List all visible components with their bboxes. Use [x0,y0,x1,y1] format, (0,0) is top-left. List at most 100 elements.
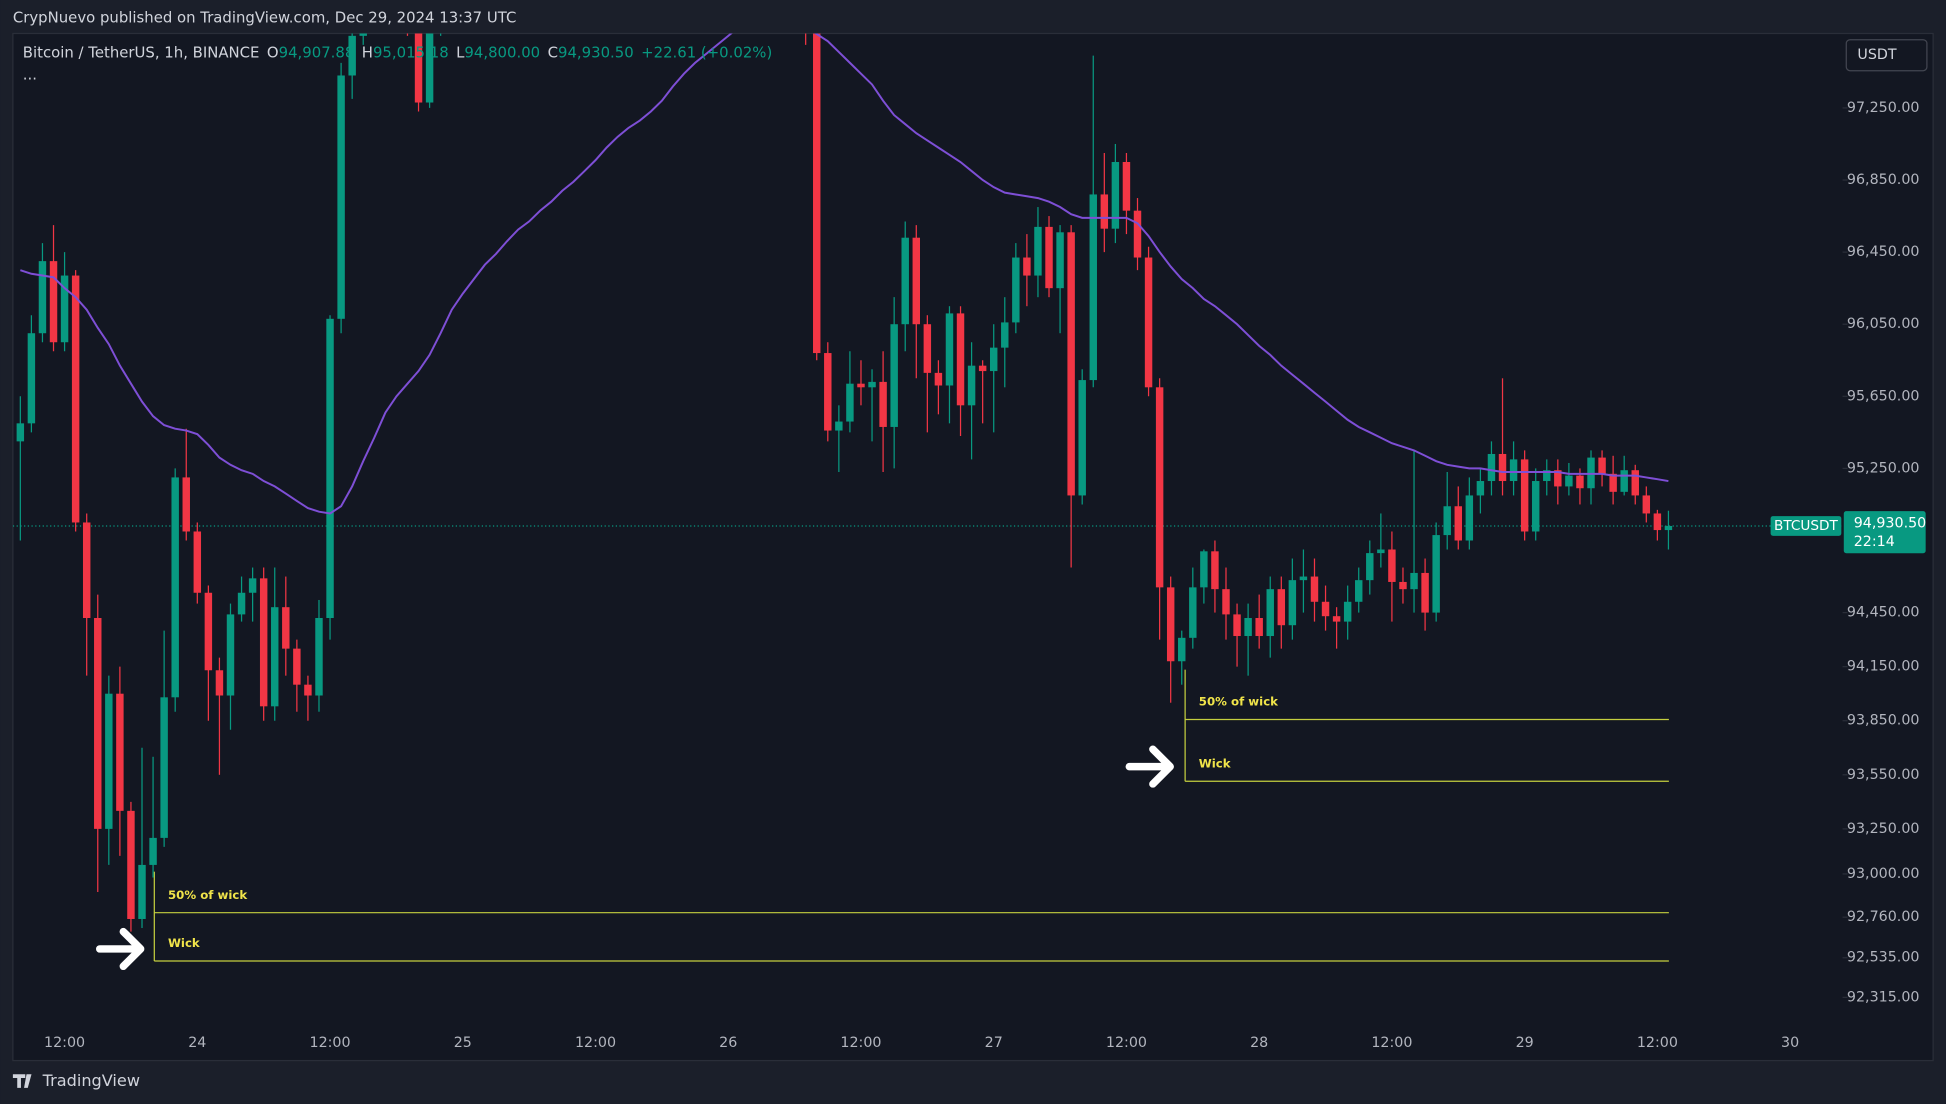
candle-body [1620,470,1628,492]
candle-body [1310,576,1319,602]
candle-body [71,275,80,523]
candle-body [182,477,190,532]
countdown: 22:14 [1854,534,1895,550]
candle-body [967,365,976,406]
candle-body [1089,194,1097,381]
candle-body [226,614,235,696]
candle-body [304,684,312,696]
candle-body [337,75,345,319]
drawing-label: Wick [168,936,201,950]
candle-body [934,372,943,386]
ohlc-key: O [267,43,279,61]
candle-body [359,33,367,36]
candle-body [1078,380,1086,496]
candle-body [1166,587,1175,662]
candle-body [1498,453,1507,482]
candle-body [1321,601,1330,617]
candle-body [1155,387,1164,588]
candle-body [1178,637,1186,662]
candle-body [1443,506,1451,536]
candle-body [204,592,213,671]
candle-body [868,381,876,388]
candle-body [116,693,124,811]
arrow [96,927,145,971]
candle-body [1255,617,1263,637]
candle-body [1664,525,1673,531]
candle-body [1410,572,1418,590]
y-tick-label: 97,250.00 [1847,100,1920,116]
candle-body [1332,616,1341,622]
x-tick-label: 24 [188,1035,206,1051]
y-tick-label: 94,150.00 [1847,659,1920,675]
candle-body [38,261,47,334]
candle-body [160,697,168,838]
candle-body [1233,614,1241,637]
candle-body [1023,257,1031,276]
last-price-tag-bg [1843,511,1926,554]
candle-body [149,837,157,865]
change: +22.61 (+0.02%) [641,43,772,61]
x-tick-label: 12:00 [575,1035,616,1051]
logo [12,1074,32,1088]
candle-body [259,578,268,707]
candle-body [326,318,334,618]
y-tick-label: 92,535.00 [1847,950,1920,966]
x-tick-label: 28 [1250,1035,1268,1051]
candle-body [315,617,323,696]
candle-body [813,33,821,354]
candle-body [1111,162,1120,229]
candle-body [1598,457,1606,474]
y-tick-label: 96,050.00 [1847,316,1920,332]
candle-body [1432,535,1440,613]
candle-body [425,33,434,103]
candle-body [1576,475,1584,489]
ohlc-value: 94,930.50 [558,43,634,61]
candle-body [945,313,954,386]
symbol-tag: BTCUSDT [1774,518,1838,534]
candle-body [1122,162,1131,211]
candle-body [1531,481,1540,532]
candle-body [215,670,224,696]
legend-more[interactable]: ... [23,66,37,84]
candle-body [1509,459,1518,482]
candle-body [1642,495,1651,514]
candle-body [1399,581,1407,590]
y-tick-label: 94,450.00 [1847,605,1920,621]
candle-body [1001,322,1009,348]
candle-body [1366,553,1374,581]
y-tick-label: 93,850.00 [1847,713,1920,729]
candle-body [857,383,865,388]
y-tick-label: 93,550.00 [1847,767,1920,783]
candle-body [271,607,279,707]
y-tick-label: 96,850.00 [1847,172,1920,188]
y-tick-label: 92,760.00 [1847,909,1920,925]
candle-body [1277,589,1286,626]
y-tick-label: 93,250.00 [1847,821,1920,837]
candle-body [989,347,998,372]
x-tick-label: 27 [985,1035,1003,1051]
candle-body [956,313,965,406]
x-tick-label: 30 [1781,1035,1799,1051]
candle-body [1100,194,1109,229]
candle-body [1222,589,1230,615]
y-tick-label: 93,000.00 [1847,866,1920,882]
candle-body [1543,470,1551,482]
candle-body [1244,617,1252,637]
currency-box[interactable] [1845,39,1928,72]
currency[interactable]: USDT [1857,47,1896,63]
last-price-label: 94,930.50 [1854,516,1927,532]
candle-body [237,592,246,615]
candle-body [16,423,25,442]
candle-body [1454,506,1462,541]
ohlc-key: L [456,43,465,61]
candle-body [1653,513,1662,531]
candle-body [1554,470,1562,487]
candle-body [1189,587,1197,638]
candle-body [1565,475,1573,487]
candle-body [138,864,146,919]
candle-body [248,578,257,593]
x-tick-label: 12:00 [310,1035,351,1051]
candle-body [282,607,290,649]
